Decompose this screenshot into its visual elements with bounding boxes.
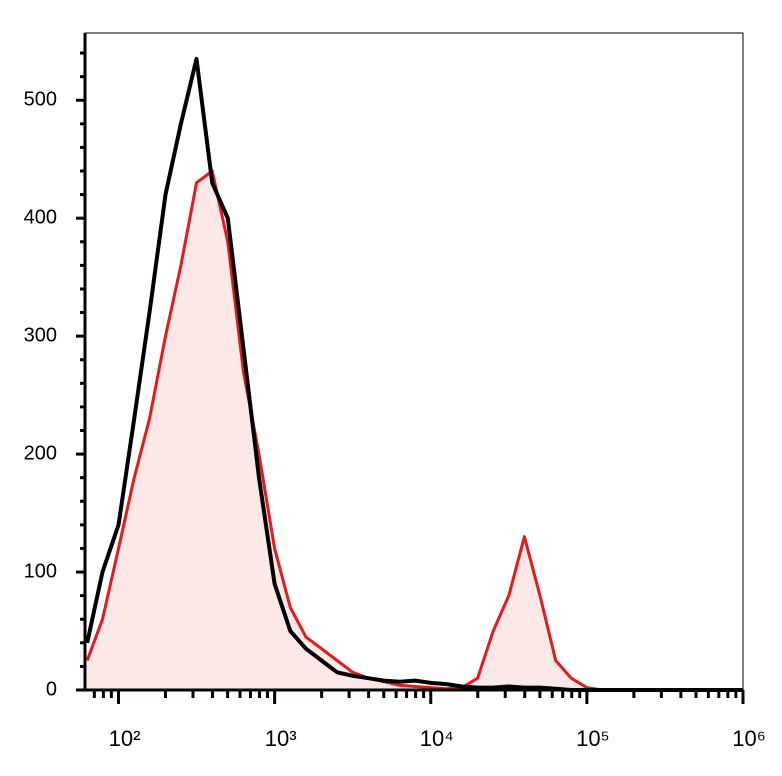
x-tick-label: 10⁴ [420,726,454,751]
y-tick-label: 300 [24,324,57,346]
x-tick-label: 10⁵ [576,726,610,751]
y-tick-label: 500 [24,89,57,111]
y-tick-label: 200 [24,442,57,464]
area [87,171,743,690]
x-tick-label: 10³ [265,726,297,751]
x-tick-label: 10² [109,726,141,751]
y-tick-label: 100 [24,560,57,582]
y-tick-label: 400 [24,206,57,228]
y-tick-label: 0 [46,678,57,700]
x-tick-label: 10⁶ [732,726,766,751]
